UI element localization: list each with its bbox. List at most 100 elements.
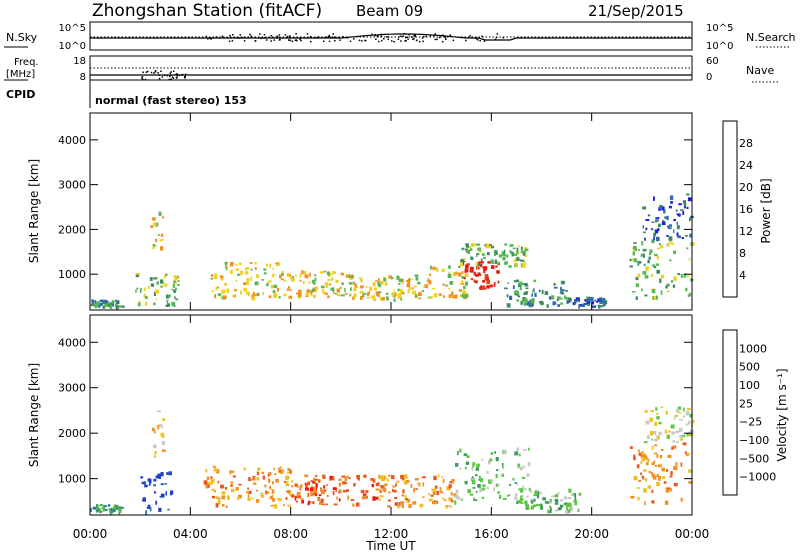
heatmap-cell [154, 454, 156, 458]
heatmap-cell [374, 287, 377, 291]
heatmap-cell [670, 488, 672, 492]
heatmap-cell [147, 285, 150, 289]
freq-dot [147, 70, 149, 73]
heatmap-cell [656, 236, 660, 242]
heatmap-cell [598, 304, 601, 309]
power-ylabel: Slant Range [km] [27, 159, 41, 263]
heatmap-cell [319, 501, 323, 505]
heatmap-cell [159, 239, 163, 242]
heatmap-cell [523, 303, 526, 306]
heatmap-cell [442, 283, 445, 286]
noise-dot [332, 33, 334, 35]
noise-right-tick-bottom: 10^0 [706, 41, 733, 52]
heatmap-cell [651, 472, 654, 475]
heatmap-cell [100, 510, 102, 513]
freq-dot [154, 71, 157, 73]
heatmap-cell [273, 293, 277, 298]
heatmap-cell [162, 449, 166, 452]
heatmap-cell [671, 446, 674, 450]
heatmap-cell [501, 473, 504, 477]
heatmap-cell [384, 483, 388, 487]
heatmap-cell [393, 489, 397, 493]
heatmap-cell [161, 216, 165, 219]
noise-dot [414, 35, 416, 38]
heatmap-cell [350, 499, 355, 501]
heatmap-cell [653, 236, 655, 241]
heatmap-cell [265, 490, 268, 495]
heatmap-cell [677, 406, 682, 410]
heatmap-cell [226, 288, 230, 293]
heatmap-cell [104, 509, 108, 511]
noise-dot [380, 39, 383, 42]
heatmap-cell [659, 278, 662, 283]
heatmap-cell [495, 265, 498, 268]
heatmap-cell [344, 293, 348, 295]
heatmap-cell [509, 244, 512, 248]
freq-left-tick-top: 18 [73, 56, 86, 67]
heatmap-cell [285, 475, 289, 480]
heatmap-cell [686, 193, 690, 196]
heatmap-cell [473, 271, 476, 276]
noise-right-tick-top: 10^5 [706, 23, 733, 34]
heatmap-cell [401, 478, 405, 481]
heatmap-cell [647, 458, 650, 463]
heatmap-cell [573, 500, 577, 502]
heatmap-cell [291, 494, 295, 498]
heatmap-cell [539, 302, 544, 305]
heatmap-cell [533, 279, 537, 283]
heatmap-cell [377, 281, 381, 287]
heatmap-cell [682, 442, 687, 446]
heatmap-cell [295, 274, 297, 277]
heatmap-cell [428, 273, 432, 276]
heatmap-cell [339, 489, 342, 494]
colorbar-tick-label: 24 [739, 159, 753, 172]
heatmap-cell [235, 268, 239, 271]
heatmap-cell [323, 485, 326, 489]
heatmap-cell [214, 295, 217, 299]
heatmap-cell [320, 489, 325, 494]
heatmap-cell [665, 489, 670, 493]
heatmap-cell [643, 253, 645, 258]
heatmap-cell [520, 251, 524, 254]
heatmap-cell [390, 475, 395, 480]
colorbar-tick-label: 100 [739, 379, 760, 392]
heatmap-cell [560, 292, 565, 295]
noise-dot [342, 35, 344, 38]
heatmap-cell [642, 225, 645, 229]
heatmap-cell [144, 481, 147, 485]
noise-dot [479, 40, 481, 42]
heatmap-cell [509, 249, 512, 253]
heatmap-cell [645, 219, 650, 221]
heatmap-cell [210, 274, 214, 277]
noise-dot [361, 40, 363, 42]
heatmap-cell [644, 410, 648, 413]
heatmap-cell [529, 488, 532, 493]
heatmap-cell [108, 508, 112, 511]
heatmap-cell [291, 485, 294, 488]
heatmap-cell [465, 250, 470, 253]
heatmap-cell [679, 427, 683, 432]
noise-dot [358, 39, 361, 42]
heatmap-cell [314, 475, 318, 477]
noise-dot [289, 39, 292, 42]
heatmap-cell [578, 304, 583, 307]
heatmap-cell [277, 498, 281, 501]
heatmap-cell [161, 435, 165, 438]
heatmap-cell [379, 498, 381, 501]
heatmap-cell [164, 483, 168, 485]
heatmap-cell [446, 486, 450, 491]
heatmap-cell [288, 274, 292, 277]
heatmap-cell [311, 289, 316, 292]
heatmap-cell [658, 475, 662, 478]
freq-scatter-group [141, 70, 187, 81]
heatmap-cell [229, 261, 234, 265]
heatmap-cell [256, 274, 260, 278]
noise-sky-series [90, 33, 692, 41]
heatmap-cell [430, 494, 434, 497]
noise-dot [328, 40, 331, 43]
heatmap-cell [510, 251, 514, 254]
heatmap-cell [520, 501, 524, 504]
heatmap-cell [227, 495, 230, 500]
heatmap-cell [352, 296, 355, 300]
